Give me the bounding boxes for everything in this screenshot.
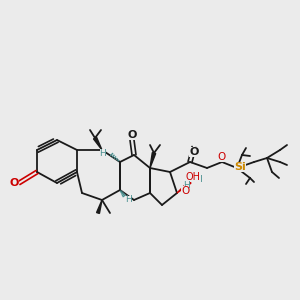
Text: O: O — [9, 178, 19, 188]
Text: O: O — [181, 186, 189, 196]
Text: O: O — [189, 147, 199, 157]
Text: H: H — [124, 196, 131, 205]
Polygon shape — [177, 181, 191, 193]
Text: H: H — [100, 148, 106, 158]
Polygon shape — [94, 137, 102, 150]
Text: O: O — [127, 130, 137, 140]
Polygon shape — [97, 200, 102, 213]
Text: OH: OH — [185, 172, 200, 182]
Text: Si: Si — [234, 162, 246, 172]
Text: H: H — [184, 181, 190, 190]
Polygon shape — [150, 152, 156, 168]
Text: H: H — [195, 175, 201, 184]
Text: O: O — [218, 152, 226, 162]
